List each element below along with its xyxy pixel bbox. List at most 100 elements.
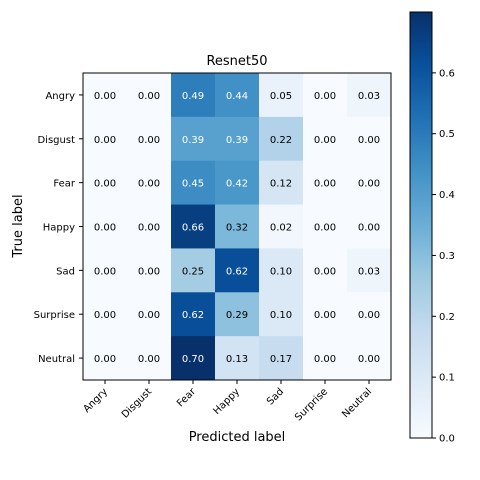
chart-title: Resnet50: [206, 54, 267, 69]
cell-value-label: 0.03: [358, 266, 380, 277]
heatmap-cell: [259, 204, 304, 249]
cell-value-label: 0.02: [270, 223, 292, 234]
cell-value-label: 0.00: [314, 91, 336, 102]
cell-value-label: 0.00: [138, 179, 160, 190]
y-tick-label: Surprise: [34, 310, 75, 321]
cell-value-label: 0.44: [226, 91, 248, 102]
heatmap-cell: [347, 336, 392, 381]
heatmap-cell: [347, 73, 392, 118]
heatmap-cell: [171, 116, 216, 162]
heatmap-cell: [347, 292, 392, 337]
heatmap-cell: [171, 160, 216, 206]
cell-value-label: 0.70: [182, 354, 204, 365]
cell-value-label: 0.25: [182, 266, 204, 277]
heatmap-cell: [215, 248, 260, 293]
heatmap-cell: [171, 292, 216, 337]
cell-value-label: 0.00: [358, 135, 380, 146]
cell-value-label: 0.00: [358, 354, 380, 365]
cell-value-label: 0.05: [270, 91, 292, 102]
cell-value-label: 0.00: [94, 310, 116, 321]
cell-value-label: 0.66: [182, 223, 204, 234]
y-tick-label: Fear: [53, 179, 75, 190]
heatmap-cell: [259, 336, 304, 381]
heatmap-cell: [347, 204, 392, 249]
cell-value-label: 0.00: [138, 354, 160, 365]
colorbar-tick-label: 0.4: [439, 190, 455, 201]
heatmap-cell: [127, 292, 172, 337]
heatmap-cell: [303, 160, 348, 206]
heatmap-cell: [303, 336, 348, 381]
colorbar-tick-label: 0.3: [439, 251, 455, 262]
heatmap-cell: [83, 336, 128, 381]
cell-value-label: 0.00: [314, 354, 336, 365]
heatmap-cell: [83, 248, 128, 293]
heatmap-cell: [347, 116, 392, 162]
cell-value-label: 0.00: [94, 135, 116, 146]
cell-value-label: 0.00: [94, 223, 116, 234]
cell-value-label: 0.00: [314, 310, 336, 321]
cell-value-label: 0.62: [182, 310, 204, 321]
cell-value-label: 0.12: [270, 179, 292, 190]
cell-value-label: 0.10: [270, 310, 292, 321]
cell-value-label: 0.00: [314, 179, 336, 190]
y-tick-label: Sad: [56, 266, 75, 277]
heatmap-cell: [347, 248, 392, 293]
cell-value-label: 0.10: [270, 266, 292, 277]
cell-value-label: 0.00: [94, 179, 116, 190]
cell-value-label: 0.45: [182, 179, 204, 190]
y-axis: Angry Disgust Fear Happy Sad Surprise Neutral: [34, 91, 83, 365]
cell-value-label: 0.00: [358, 310, 380, 321]
y-tick-label: Neutral: [38, 354, 75, 365]
cell-value-label: 0.03: [358, 91, 380, 102]
colorbar-ticks: 0.0 0.1 0.2 0.3 0.4 0.5 0.6: [432, 68, 455, 445]
y-tick-label: Angry: [45, 91, 75, 102]
cell-value-label: 0.39: [182, 135, 204, 146]
heatmap-cell: [303, 292, 348, 337]
heatmap-cell: [303, 73, 348, 118]
heatmap-cell: [127, 204, 172, 249]
heatmap-cell: [259, 116, 304, 162]
heatmap-cell: [83, 160, 128, 206]
y-tick-label: Disgust: [37, 135, 75, 146]
cell-value-label: 0.00: [94, 354, 116, 365]
heatmap-cell: [303, 204, 348, 249]
cell-value-label: 0.00: [358, 179, 380, 190]
y-tick-label: Happy: [43, 223, 75, 234]
cell-value-label: 0.13: [226, 354, 248, 365]
cell-value-label: 0.00: [138, 91, 160, 102]
heatmap-cell: [303, 116, 348, 162]
cell-value-label: 0.00: [358, 223, 380, 234]
colorbar-gradient: [409, 11, 433, 439]
cell-value-label: 0.32: [226, 223, 248, 234]
cell-value-label: 0.29: [226, 310, 248, 321]
colorbar: 0.0 0.1 0.2 0.3 0.4 0.5 0.6: [409, 11, 455, 445]
cell-value-label: 0.62: [226, 266, 248, 277]
heatmap-cell: [215, 204, 260, 249]
y-axis-title: True label: [11, 194, 26, 258]
heatmap-cell: [347, 160, 392, 206]
cell-value-label: 0.00: [138, 310, 160, 321]
heatmap-cell: [171, 336, 216, 381]
heatmap-cell-labels: 0.00 0.00 0.49 0.44 0.05 0.00 0.03 0.00 0.00 0.39…: [94, 91, 380, 365]
cell-value-label: 0.00: [138, 135, 160, 146]
heatmap-cell: [215, 160, 260, 206]
heatmap-cell: [127, 160, 172, 206]
heatmap-cell: [83, 292, 128, 337]
colorbar-tick-label: 0.0: [439, 434, 455, 445]
cell-value-label: 0.00: [94, 266, 116, 277]
heatmap-cell: [259, 248, 304, 293]
x-axis-title: Predicted label: [189, 430, 286, 445]
colorbar-tick-label: 0.2: [439, 312, 455, 323]
cell-value-label: 0.00: [314, 135, 336, 146]
cell-value-label: 0.00: [314, 223, 336, 234]
heatmap-cell: [215, 116, 260, 162]
heatmap-cell: [259, 160, 304, 206]
cell-value-label: 0.00: [138, 266, 160, 277]
heatmap-cell: [215, 336, 260, 381]
heatmap-cell: [127, 336, 172, 381]
cell-value-label: 0.17: [270, 354, 292, 365]
colorbar-tick-label: 0.1: [439, 373, 455, 384]
cell-value-label: 0.00: [314, 266, 336, 277]
heatmap-cell: [303, 248, 348, 293]
